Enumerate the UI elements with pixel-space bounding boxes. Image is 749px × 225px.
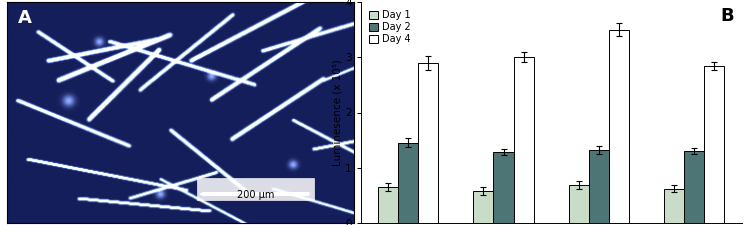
Bar	[568, 185, 589, 223]
Bar	[473, 191, 494, 223]
Y-axis label: Luminesence (x 10⁵): Luminesence (x 10⁵)	[333, 59, 342, 166]
Bar	[664, 189, 684, 223]
Bar	[684, 151, 704, 223]
Bar	[514, 57, 533, 223]
Text: B: B	[721, 7, 734, 25]
Text: A: A	[18, 9, 31, 27]
Text: 200 μm: 200 μm	[237, 190, 274, 200]
Legend: Day 1, Day 2, Day 4: Day 1, Day 2, Day 4	[366, 7, 414, 47]
Bar	[589, 150, 609, 223]
Bar	[378, 187, 398, 223]
Bar	[201, 192, 309, 196]
Bar	[418, 63, 438, 223]
Bar	[197, 178, 314, 200]
Bar	[398, 143, 418, 223]
Bar	[609, 30, 629, 223]
Bar	[704, 66, 724, 223]
Bar	[494, 152, 514, 223]
